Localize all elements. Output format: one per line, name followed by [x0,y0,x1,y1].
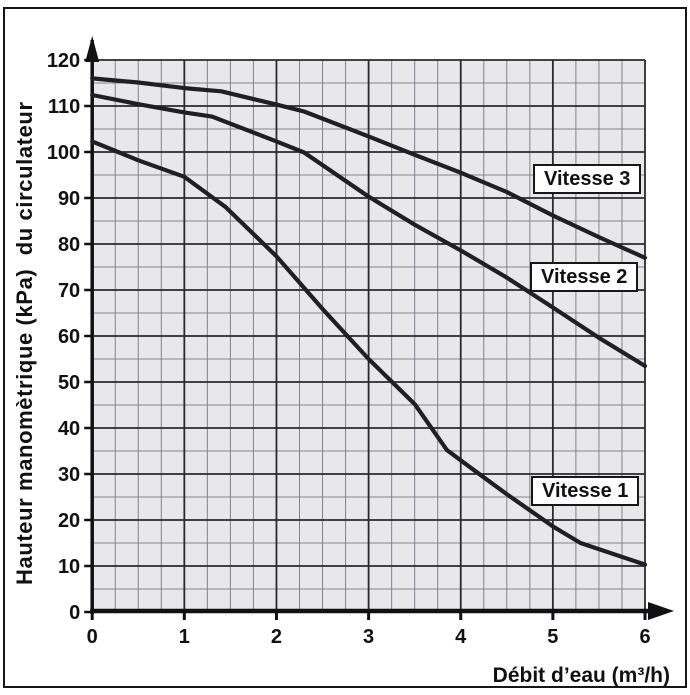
y-tick-label: 40 [58,418,80,440]
x-axis-arrow-icon [648,602,674,620]
y-tick-label: 90 [58,188,80,210]
x-tick-label: 1 [179,626,190,648]
y-tick-label: 0 [69,602,80,624]
y-tick-label: 60 [58,326,80,348]
y-tick-label: 100 [47,142,80,164]
y-tick-label: 10 [58,556,80,578]
x-tick-label: 5 [547,626,558,648]
y-tick-label: 20 [58,510,80,532]
x-tick-label: 3 [363,626,374,648]
curve-vitesse-3 [90,76,648,260]
figure-border [3,7,687,688]
curve-vitesse-2 [90,92,648,368]
x-tick-label: 2 [271,626,282,648]
curve-label-vitesse-2: Vitesse 2 [530,262,639,292]
y-axis-title: Hauteur manomètrique (kPa) du circulateu… [12,101,37,585]
curve-label-vitesse-3: Vitesse 3 [533,164,642,194]
y-tick-label: 30 [58,464,80,486]
y-tick-label: 80 [58,234,80,256]
x-tick-label: 6 [639,626,650,648]
y-axis-arrow-icon [85,36,100,62]
y-tick-label: 110 [48,96,80,118]
y-tick-label: 120 [47,50,80,72]
x-tick-label: 4 [455,626,467,648]
y-tick-label: 70 [58,280,80,302]
x-axis-title: Débit d’eau (m³/h) [492,664,670,687]
curve-vitesse-1 [90,139,648,567]
x-tick-label: 0 [87,626,98,648]
curve-label-vitesse-1: Vitesse 1 [531,476,640,506]
y-tick-label: 50 [58,372,80,394]
